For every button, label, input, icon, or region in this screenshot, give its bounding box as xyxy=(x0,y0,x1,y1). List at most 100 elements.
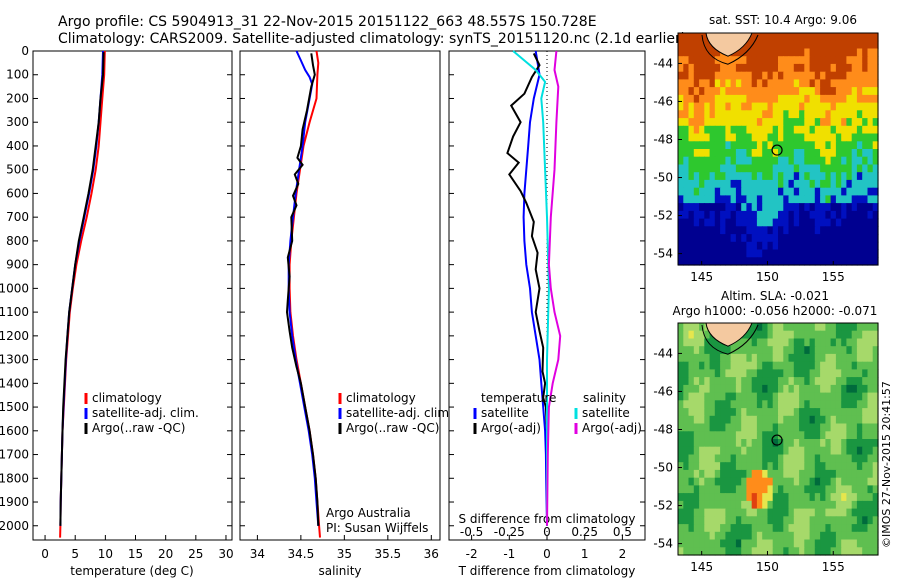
map-cell xyxy=(862,71,869,80)
map-cell xyxy=(730,110,737,119)
map-cell xyxy=(788,118,795,127)
map-cell xyxy=(809,516,816,525)
map-cell xyxy=(730,87,737,96)
map-cell xyxy=(762,133,769,142)
map-cell xyxy=(783,477,790,486)
map-cell xyxy=(751,431,758,440)
map-cell xyxy=(809,454,816,463)
map-cell xyxy=(709,485,716,494)
map-cell xyxy=(683,141,690,150)
map-cell xyxy=(699,40,705,49)
map-cell xyxy=(867,179,874,189)
map-cell xyxy=(820,323,826,332)
map-cell xyxy=(751,408,758,417)
map-cell xyxy=(720,226,726,235)
map-cell xyxy=(856,446,863,455)
map-cell xyxy=(867,531,874,541)
map-cell xyxy=(720,446,726,455)
map-cell xyxy=(778,56,784,65)
map-cell xyxy=(835,485,842,494)
map-cell xyxy=(856,79,863,88)
map-cell xyxy=(746,203,753,212)
map-cell xyxy=(841,323,848,332)
map-cell xyxy=(804,63,811,73)
map-cell xyxy=(793,33,800,42)
map-cell xyxy=(846,500,853,510)
map-cell xyxy=(730,493,737,502)
map-cell xyxy=(867,164,874,173)
map-cell xyxy=(704,156,711,165)
map-cell xyxy=(804,40,811,49)
map-cell xyxy=(756,369,763,378)
map-cell xyxy=(683,56,690,65)
map-cell xyxy=(820,110,826,119)
map-cell xyxy=(751,195,758,204)
y-tick-label: 1800 xyxy=(0,471,29,485)
x-tick-label: 2 xyxy=(619,547,627,561)
map-cell xyxy=(799,33,805,42)
map-cell xyxy=(867,33,874,42)
map-cell xyxy=(756,547,763,556)
map-cell xyxy=(799,133,805,142)
map-cell xyxy=(699,377,705,386)
map-cell xyxy=(741,423,748,432)
map-cell xyxy=(793,257,800,266)
map-cell xyxy=(867,400,874,409)
map-cell xyxy=(825,547,832,556)
map-cell xyxy=(835,63,842,73)
map-cell xyxy=(835,133,842,142)
map-cell xyxy=(820,141,826,150)
map-cell xyxy=(872,187,879,196)
map-cell xyxy=(730,516,737,525)
map-cell xyxy=(788,249,795,258)
map-cell xyxy=(756,500,763,510)
map-cell xyxy=(767,439,774,448)
map-cell xyxy=(720,516,726,525)
map-cell xyxy=(767,141,774,150)
map-cell xyxy=(783,524,790,533)
map-cell xyxy=(851,547,858,556)
map-cell xyxy=(835,477,842,486)
map-cell xyxy=(862,249,869,258)
map-cell xyxy=(846,125,853,135)
map-cell xyxy=(830,330,837,339)
map-cell xyxy=(762,369,769,378)
map-cell xyxy=(767,87,774,96)
map-cell xyxy=(799,338,805,347)
map-cell xyxy=(778,79,784,88)
map-cell xyxy=(683,110,690,119)
map-cell xyxy=(756,469,763,479)
map-cell xyxy=(704,539,711,548)
map-cell xyxy=(714,141,721,150)
map-cell xyxy=(714,485,721,494)
map-cell xyxy=(720,87,726,96)
map-cell xyxy=(751,531,758,541)
map-cell xyxy=(835,241,842,251)
map-cell xyxy=(799,210,805,220)
map-cell xyxy=(699,516,705,525)
map-cell xyxy=(788,384,795,394)
map-cell xyxy=(762,408,769,417)
map-cell xyxy=(820,508,826,517)
map-cell xyxy=(841,195,848,204)
map-frame xyxy=(677,322,879,556)
map-cell xyxy=(693,454,700,463)
map-cell xyxy=(693,408,700,417)
map-cell xyxy=(835,249,842,258)
map-cell xyxy=(720,249,726,258)
map-cell xyxy=(688,141,695,150)
map-cell xyxy=(772,195,779,204)
map-cell xyxy=(851,141,858,150)
sst-title: sat. SST: 10.4 Argo: 9.06 xyxy=(709,13,857,27)
map-cell xyxy=(746,149,753,158)
map-cell xyxy=(825,187,832,196)
map-cell xyxy=(783,172,790,181)
map-cell xyxy=(751,118,758,127)
map-cell xyxy=(772,346,779,355)
map-cell xyxy=(762,431,769,440)
map-cell xyxy=(783,400,790,409)
map-cell xyxy=(820,210,826,220)
map-cell xyxy=(783,508,790,517)
map-cell xyxy=(867,338,874,347)
map-cell xyxy=(867,172,874,181)
